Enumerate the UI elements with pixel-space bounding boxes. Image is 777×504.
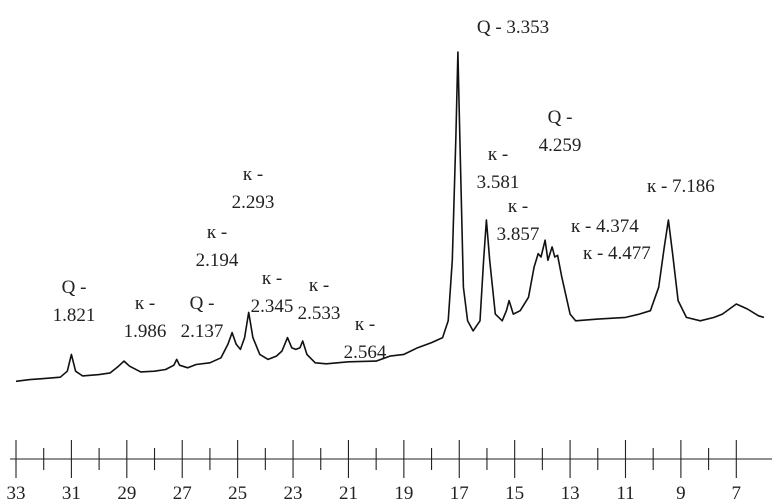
peak-label: Q -2.137 [181, 293, 224, 342]
x-tick-label: 13 [561, 483, 580, 504]
x-tick-label: 15 [505, 483, 524, 504]
x-tick-label: 7 [732, 483, 742, 504]
x-tick-label: 21 [339, 483, 358, 504]
x-tick-label: 23 [284, 483, 303, 504]
x-tick-label: 33 [7, 483, 26, 504]
x-tick-label: 25 [228, 483, 247, 504]
diffraction-trace-layer [15, 51, 765, 383]
peak-label: Q -4.259 [539, 107, 582, 156]
peak-label: к -2.293 [232, 164, 275, 213]
x-tick-label: 27 [173, 483, 192, 504]
peak-label: к -2.564 [344, 314, 387, 363]
peak-label: Q -1.821 [53, 277, 96, 326]
x-tick-label: 17 [450, 483, 469, 504]
x-tick-label: 19 [394, 483, 413, 504]
peak-label-layer: Q -1.821 к -1.986 Q -2.137 к -2.194 к -2.293… [53, 17, 715, 363]
peak-label: к -2.194 [196, 222, 239, 271]
x-tick-label: 9 [676, 483, 686, 504]
peak-label: к -2.533 [298, 275, 341, 324]
peak-label: к -1.986 [124, 293, 167, 342]
x-tick-label: 31 [62, 483, 81, 504]
peak-label: к - 4.477 [583, 243, 651, 264]
peak-label: к -3.581 [477, 144, 520, 193]
diffraction-trace-0 [15, 51, 765, 383]
peak-label: к -2.345 [251, 268, 294, 317]
x-tick-label: 29 [117, 483, 136, 504]
x-tick-label: 11 [616, 483, 634, 504]
peak-label: к - 4.374 [571, 216, 639, 237]
peak-label: к -3.857 [497, 196, 540, 245]
peak-label: Q - 3.353 [477, 17, 549, 38]
peak-label: к - 7.186 [647, 176, 715, 197]
x-axis: 33 31 29 27 25 23 21 19 17 15 13 11 9 7 [7, 440, 772, 504]
